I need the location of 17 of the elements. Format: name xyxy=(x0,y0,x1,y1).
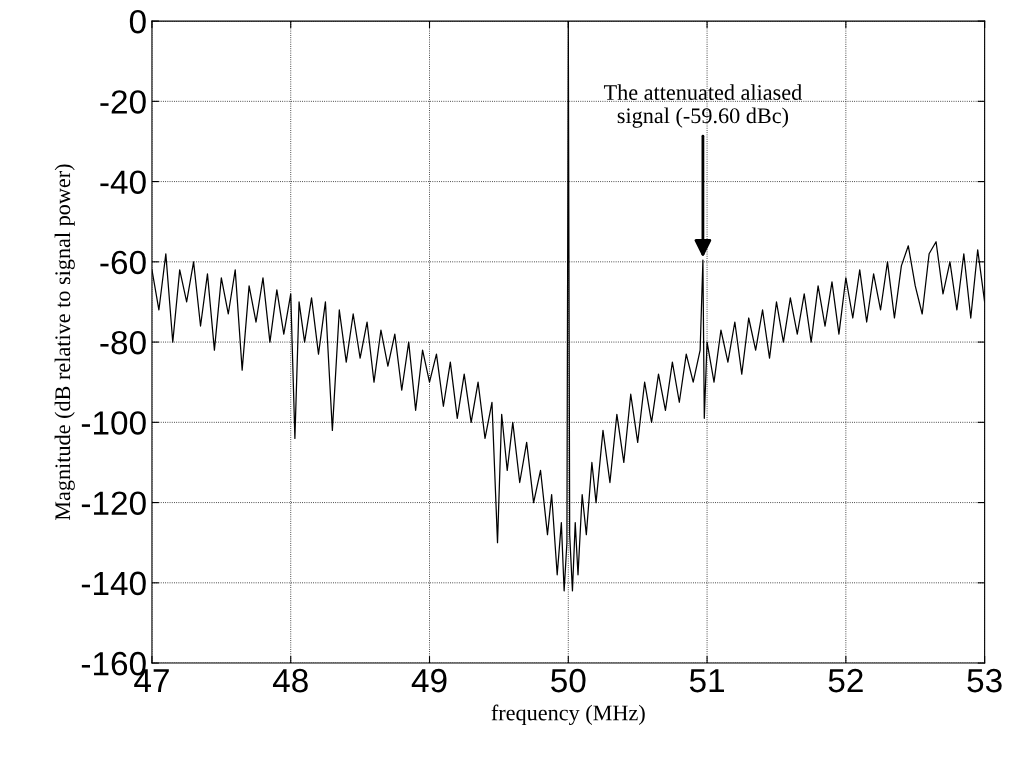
y-tick-label: -60 xyxy=(100,250,146,275)
annotation: The attenuated aliased signal (-59.60 dBc) xyxy=(603,84,802,128)
y-tick-label: -40 xyxy=(100,170,146,194)
x-tick-label: 52 xyxy=(828,668,863,693)
y-tick-label: -140 xyxy=(81,571,146,596)
y-tick-label: -80 xyxy=(100,330,146,355)
y-tick-label: -100 xyxy=(81,411,146,435)
x-tick-label: 48 xyxy=(272,668,308,693)
y-axis-title: Magnitude (dB relative to signal power) xyxy=(54,164,75,521)
y-tick-label: -120 xyxy=(81,491,146,515)
x-tick-label: 51 xyxy=(689,669,724,693)
x-axis-title: frequency (MHz) xyxy=(491,704,645,725)
y-tick-label: 0 xyxy=(129,9,146,34)
x-tick-label: 50 xyxy=(551,668,586,693)
x-tick-label: 49 xyxy=(411,668,447,693)
x-tick-label: 53 xyxy=(967,668,1002,693)
y-tick-label: -20 xyxy=(100,90,146,114)
